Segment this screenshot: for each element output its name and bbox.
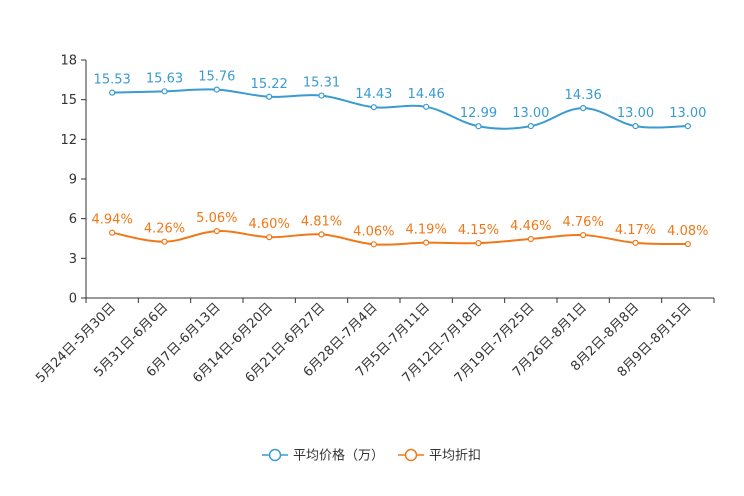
data-label: 14.46 (408, 87, 445, 102)
data-label: 4.19% (406, 223, 447, 238)
data-point (684, 240, 691, 248)
data-point (370, 104, 377, 111)
data-label: 5.06% (196, 211, 237, 226)
data-point (632, 239, 639, 246)
data-point (632, 123, 639, 130)
legend-label-2: 平均折扣 (429, 449, 481, 464)
data-point (213, 227, 220, 235)
data-label: 15.22 (251, 77, 288, 92)
data-label: 12.99 (460, 106, 497, 121)
data-point (370, 241, 377, 248)
data-point (580, 231, 587, 239)
data-label: 15.76 (198, 70, 235, 85)
legend-marker-2 (404, 448, 418, 462)
data-label: 4.08% (667, 224, 708, 239)
data-label: 13.00 (669, 106, 706, 121)
data-label: 4.15% (458, 223, 499, 238)
data-label: 4.94% (92, 213, 133, 228)
data-label: 4.26% (144, 222, 185, 237)
data-label: 4.06% (353, 224, 394, 239)
data-label: 4.17% (615, 223, 656, 238)
data-point (527, 123, 534, 130)
data-point (109, 229, 116, 236)
y-tick-label: 3 (69, 252, 77, 267)
y-tick-label: 15 (60, 93, 77, 108)
data-point (423, 239, 430, 246)
legend-label-1: 平均价格（万） (293, 448, 384, 464)
data-label: 4.46% (510, 219, 551, 234)
data-point (266, 93, 273, 100)
data-point (475, 240, 482, 247)
data-point (161, 238, 168, 245)
data-label: 15.31 (303, 76, 340, 91)
data-label: 4.81% (301, 214, 342, 229)
data-label: 14.43 (355, 87, 392, 102)
data-point (213, 86, 220, 93)
data-label: 13.00 (512, 106, 549, 121)
data-point (423, 103, 430, 110)
data-label: 4.60% (249, 217, 290, 232)
y-tick-label: 18 (60, 54, 77, 69)
data-point (161, 88, 168, 95)
data-label: 13.00 (617, 106, 654, 121)
data-point (266, 234, 273, 241)
data-label: 4.76% (563, 215, 604, 230)
data-point (318, 92, 325, 99)
series-line-2 (111, 230, 688, 246)
data-label: 15.63 (146, 71, 183, 86)
y-tick-label: 12 (60, 133, 77, 148)
data-point (580, 105, 587, 112)
data-point (109, 89, 116, 96)
data-point (475, 123, 482, 130)
legend-marker-1 (268, 448, 282, 462)
data-point (318, 231, 325, 238)
series-line-1 (112, 88, 688, 130)
y-tick-label: 6 (69, 212, 77, 227)
data-point (684, 123, 691, 130)
y-tick-label: 0 (69, 292, 77, 307)
y-tick-label: 9 (69, 173, 77, 188)
data-point (527, 235, 534, 243)
data-label: 15.53 (94, 73, 131, 88)
data-label: 14.36 (565, 88, 602, 103)
